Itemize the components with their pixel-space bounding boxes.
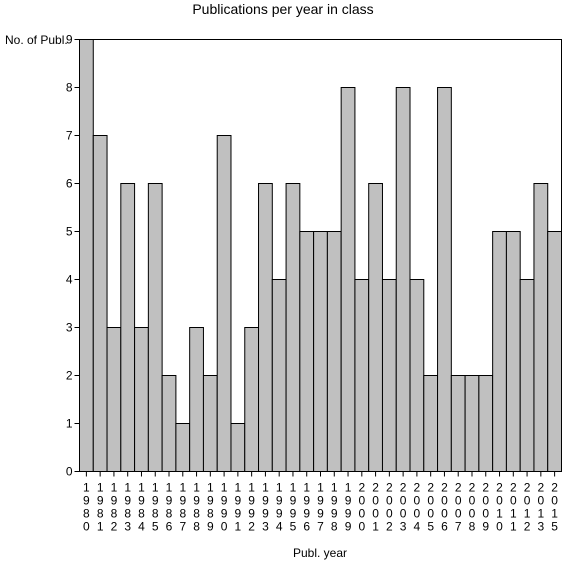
bar-1982 xyxy=(106,327,122,472)
bar-1984 xyxy=(134,327,149,472)
bar-1988 xyxy=(189,327,204,472)
bar-1993 xyxy=(258,183,273,472)
bar-2015 xyxy=(547,231,563,472)
y-axis: 0 1 2 3 4 5 6 7 8 9 xyxy=(66,33,80,479)
bar-1990 xyxy=(216,135,232,472)
y-tick-label: 4 xyxy=(66,273,73,287)
bar-2003 xyxy=(395,87,411,472)
bar-2005 xyxy=(423,375,439,472)
bars-group xyxy=(79,39,563,472)
y-tick-label: 2 xyxy=(66,369,73,383)
y-tick-label: 3 xyxy=(66,321,73,335)
bar-1981 xyxy=(92,135,108,472)
x-axis-label: Publ. year xyxy=(293,546,347,560)
x-axis: 1 9 8 0 1 9 8 1 1 9 8 2 1 9 8 3 1 9 8 4 1 9 8 5 1 9 8 6 1 9 8 7 1 9 8 8 1 9 8 9… xyxy=(83,471,558,534)
y-axis-label: No. of Publ. xyxy=(5,33,68,47)
bar-2013 xyxy=(533,183,549,472)
bar-2004 xyxy=(409,279,425,472)
y-tick-label: 5 xyxy=(66,225,73,239)
bar-1987 xyxy=(175,423,191,472)
bar-1980 xyxy=(79,39,94,472)
bar-1985 xyxy=(147,183,163,472)
bar-1991 xyxy=(230,423,246,472)
bar-2001 xyxy=(368,183,383,472)
y-tick-label: 1 xyxy=(66,417,73,431)
bar-1986 xyxy=(161,375,177,472)
y-tick-label: 6 xyxy=(66,177,73,191)
bar-1992 xyxy=(244,327,260,472)
bar-1998 xyxy=(326,231,342,472)
y-tick-label: 0 xyxy=(66,465,73,479)
bar-2007 xyxy=(450,375,466,472)
bar-1989 xyxy=(202,375,218,472)
bar-2000 xyxy=(354,279,370,472)
bar-1995 xyxy=(285,183,301,472)
chart-title: Publications per year in class xyxy=(192,1,373,17)
y-tick-label: 7 xyxy=(66,129,73,143)
bar-1983 xyxy=(120,183,136,472)
y-tick-label: 8 xyxy=(66,81,73,95)
bar-2009 xyxy=(478,375,494,472)
bar-1994 xyxy=(271,279,287,472)
bar-1997 xyxy=(313,231,328,472)
y-tick-label: 9 xyxy=(66,33,73,47)
bar-2002 xyxy=(381,279,397,472)
bar-2012 xyxy=(519,279,535,472)
bar-2008 xyxy=(464,375,480,472)
bar-1999 xyxy=(340,87,356,472)
bar-2010 xyxy=(492,231,507,472)
bar-2006 xyxy=(437,87,452,472)
plot-frame xyxy=(79,39,562,472)
bar-2011 xyxy=(505,231,521,472)
bar-1996 xyxy=(299,231,315,472)
